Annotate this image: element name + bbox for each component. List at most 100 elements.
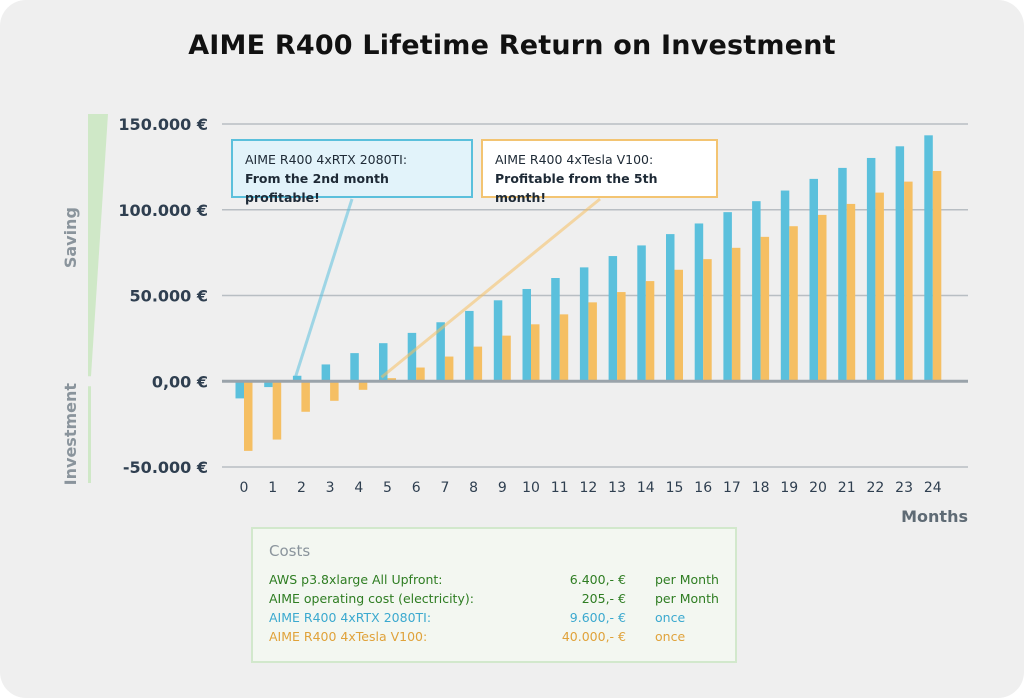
bar-tesla xyxy=(358,381,368,390)
x-tick-label: 24 xyxy=(924,480,942,496)
bar-rtx xyxy=(436,322,445,382)
x-tick-label: 20 xyxy=(809,480,827,496)
cost-label: AIME R400 4xTesla V100: xyxy=(269,629,428,644)
bar-tesla xyxy=(531,324,540,382)
x-tick-label: 10 xyxy=(522,480,540,496)
x-tick-label: 8 xyxy=(469,480,478,496)
cost-row-tesla: AIME R400 4xTesla V100: 40.000,- € once xyxy=(269,629,729,648)
bar-rtx xyxy=(350,353,359,382)
cost-unit: per Month xyxy=(655,572,719,587)
callout-rtx-line2: From the 2nd month profitable! xyxy=(245,171,389,205)
x-tick-label: 19 xyxy=(780,480,798,496)
bar-tesla xyxy=(932,170,942,382)
bar-rtx xyxy=(292,375,302,382)
bar-rtx xyxy=(895,146,905,382)
x-tick-label: 4 xyxy=(354,480,363,496)
x-tick-label: 6 xyxy=(412,480,421,496)
callout-rtx-line1: AIME R400 4xRTX 2080TI: xyxy=(245,152,408,167)
cost-label: AIME operating cost (electricity): xyxy=(269,591,474,606)
bar-rtx xyxy=(666,234,675,382)
bar-tesla xyxy=(272,381,282,440)
callout-leader-tesla xyxy=(380,197,601,379)
bar-rtx xyxy=(780,190,790,382)
cost-amount: 205,- € xyxy=(581,591,626,606)
x-tick-label: 9 xyxy=(498,480,507,496)
x-tick-label: 16 xyxy=(694,480,712,496)
bar-rtx xyxy=(838,167,847,382)
investment-bar xyxy=(88,386,91,483)
bar-tesla xyxy=(645,281,655,382)
x-tick-label: 14 xyxy=(637,480,655,496)
cost-label: AIME R400 4xRTX 2080TI: xyxy=(269,610,432,625)
cost-row-rtx: AIME R400 4xRTX 2080TI: 9.600,- € once xyxy=(269,610,729,629)
bar-tesla xyxy=(789,226,798,382)
bar-tesla xyxy=(330,381,339,401)
saving-wedge xyxy=(88,114,108,377)
bar-rtx xyxy=(379,343,388,382)
bar-rtx xyxy=(551,278,560,382)
bar-tesla xyxy=(387,378,396,382)
callout-rtx: AIME R400 4xRTX 2080TI: From the 2nd mon… xyxy=(231,139,473,205)
x-tick-label: 1 xyxy=(268,480,277,496)
y-tick-label: 50.000 € xyxy=(130,287,208,306)
bar-tesla xyxy=(473,346,483,382)
x-tick-label: 13 xyxy=(608,480,626,496)
x-tick-label: 17 xyxy=(723,480,741,496)
bar-rtx xyxy=(522,288,531,382)
cost-unit: per Month xyxy=(655,591,719,606)
bar-tesla xyxy=(502,335,511,382)
bar-tesla xyxy=(416,367,425,382)
y-tick-label: 100.000 € xyxy=(118,201,208,220)
x-tick-label: 5 xyxy=(383,480,392,496)
x-tick-label: 22 xyxy=(866,480,884,496)
callout-tesla-line1: AIME R400 4xTesla V100: xyxy=(495,152,654,167)
costs-box: Costs AWS p3.8xlarge All Upfront: 6.400,… xyxy=(251,527,737,663)
y-tick-label: -50.000 € xyxy=(123,458,208,477)
bar-tesla xyxy=(904,181,913,382)
bar-tesla xyxy=(244,381,253,451)
bar-rtx xyxy=(723,212,732,382)
bar-tesla xyxy=(588,302,597,382)
x-tick-label: 21 xyxy=(838,480,856,496)
bar-rtx xyxy=(235,381,244,399)
bar-tesla xyxy=(559,314,569,382)
bar-tesla xyxy=(674,269,683,382)
bar-rtx xyxy=(465,310,474,382)
cost-label: AWS p3.8xlarge All Upfront: xyxy=(269,572,443,587)
callout-leader-rtx xyxy=(293,198,354,378)
x-tick-label: 11 xyxy=(551,480,569,496)
y-tick-label: 150.000 € xyxy=(118,115,208,134)
bar-rtx xyxy=(694,223,704,382)
bar-rtx xyxy=(264,381,273,388)
bar-rtx xyxy=(637,245,646,382)
bar-rtx xyxy=(608,256,618,382)
x-axis-title: Months xyxy=(901,507,968,526)
bar-rtx xyxy=(924,135,933,382)
bar-tesla xyxy=(875,192,884,382)
chart-title: AIME R400 Lifetime Return on Investment xyxy=(188,30,836,61)
callout-tesla-line2: Profitable from the 5th month! xyxy=(495,171,658,205)
x-tick-label: 23 xyxy=(895,480,913,496)
bar-rtx xyxy=(752,201,761,382)
x-tick-label: 18 xyxy=(752,480,770,496)
x-tick-label: 2 xyxy=(297,480,306,496)
bar-tesla xyxy=(444,356,454,382)
bar-rtx xyxy=(809,178,818,382)
saving-label: Saving xyxy=(61,207,80,268)
y-tick-label: 0,00 € xyxy=(152,372,208,391)
cost-unit: once xyxy=(655,610,686,625)
callout-tesla: AIME R400 4xTesla V100: Profitable from … xyxy=(481,139,718,205)
cost-row-aws: AWS p3.8xlarge All Upfront: 6.400,- € pe… xyxy=(269,572,729,591)
cost-amount: 40.000,- € xyxy=(561,629,626,644)
bar-tesla xyxy=(301,381,310,412)
cost-row-electricity: AIME operating cost (electricity): 205,-… xyxy=(269,591,729,610)
bar-rtx xyxy=(579,267,589,382)
x-tick-label: 15 xyxy=(666,480,684,496)
bar-rtx xyxy=(866,157,876,382)
bar-rtx xyxy=(321,364,331,382)
investment-label: Investment xyxy=(61,383,80,486)
bar-tesla xyxy=(617,292,626,382)
cost-amount: 9.600,- € xyxy=(569,610,626,625)
bar-tesla xyxy=(731,247,741,382)
